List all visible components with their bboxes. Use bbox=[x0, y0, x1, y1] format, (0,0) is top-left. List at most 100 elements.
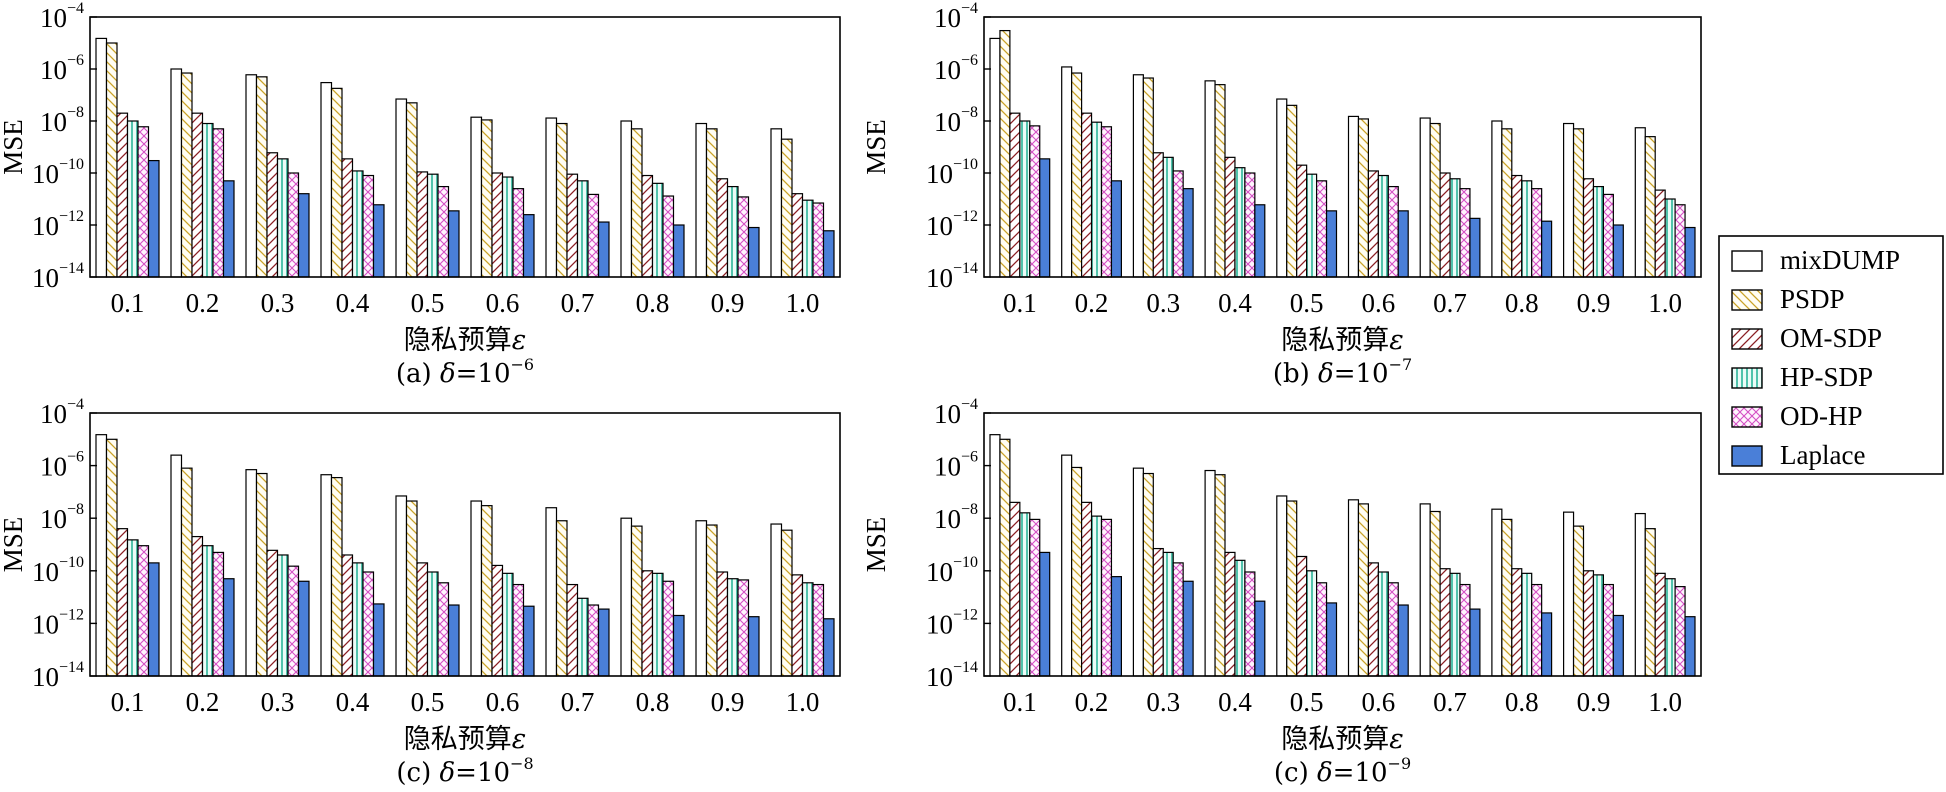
bar-hp-sdp-0.5 bbox=[1306, 570, 1318, 677]
y-tick-label: 10−8 bbox=[934, 501, 978, 534]
y-tick-label: 10−10 bbox=[926, 156, 978, 189]
bar-om-sdp-0.1 bbox=[1009, 112, 1021, 278]
legend-frame bbox=[1718, 235, 1944, 475]
bar-mixdump-0.7 bbox=[1419, 117, 1431, 278]
bar-psdp-0.6 bbox=[480, 119, 493, 278]
bar-od-hp-0.9 bbox=[737, 579, 750, 677]
x-tick-label: 0.7 bbox=[1433, 288, 1467, 318]
bar-od-hp-0.6 bbox=[1387, 185, 1399, 278]
bar-laplace-0.7 bbox=[597, 608, 610, 677]
bar-mixdump-0.2 bbox=[1061, 454, 1073, 677]
bar-laplace-0.8 bbox=[1541, 612, 1553, 677]
x-tick-label: 0.4 bbox=[336, 288, 370, 318]
bar-mixdump-0.4 bbox=[1204, 469, 1216, 677]
bar-psdp-0.7 bbox=[555, 520, 568, 677]
legend-label: PSDP bbox=[1780, 284, 1845, 314]
bar-mixdump-1.0 bbox=[770, 128, 783, 278]
y-tick-label: 10−4 bbox=[934, 0, 978, 33]
bars bbox=[95, 37, 835, 278]
bar-om-sdp-0.9 bbox=[1582, 178, 1595, 278]
bar-laplace-0.4 bbox=[372, 204, 385, 278]
bar-om-sdp-0.3 bbox=[1152, 547, 1164, 677]
bar-mixdump-1.0 bbox=[1634, 512, 1646, 677]
bar-psdp-1.0 bbox=[780, 138, 793, 278]
bar-laplace-0.6 bbox=[522, 214, 535, 278]
bar-psdp-0.6 bbox=[480, 505, 493, 677]
bar-mixdump-0.5 bbox=[395, 495, 408, 677]
bar-hp-sdp-0.1 bbox=[1019, 512, 1031, 677]
x-tick-label: 0.8 bbox=[1505, 687, 1539, 717]
y-tick-label: 10−14 bbox=[926, 659, 978, 692]
bar-psdp-0.4 bbox=[1214, 84, 1226, 278]
bar-psdp-0.2 bbox=[180, 467, 193, 677]
bar-hp-sdp-0.7 bbox=[1449, 572, 1461, 677]
bar-mixdump-0.3 bbox=[245, 74, 258, 278]
x-tick-label: 1.0 bbox=[1648, 288, 1682, 318]
x-tick-label: 0.1 bbox=[111, 687, 145, 717]
bar-laplace-0.2 bbox=[1110, 180, 1122, 278]
bar-hp-sdp-0.1 bbox=[126, 539, 139, 677]
bar-od-hp-0.8 bbox=[662, 195, 675, 278]
bar-od-hp-0.9 bbox=[1602, 583, 1614, 677]
bar-hp-sdp-0.9 bbox=[726, 578, 739, 677]
bar-mixdump-0.7 bbox=[545, 117, 558, 278]
bar-mixdump-0.6 bbox=[1347, 499, 1360, 677]
bar-od-hp-0.7 bbox=[587, 604, 600, 677]
y-axis-label: MSE bbox=[861, 119, 891, 175]
panel-caption: (b) δ=10−7 bbox=[1273, 355, 1412, 389]
bar-od-hp-0.5 bbox=[1315, 582, 1328, 677]
bar-laplace-0.1 bbox=[1039, 158, 1051, 278]
bar-mixdump-0.6 bbox=[470, 500, 483, 677]
bar-om-sdp-0.5 bbox=[1296, 555, 1308, 677]
bar-psdp-0.3 bbox=[1142, 77, 1154, 278]
y-axis-ticks: 10−14 10−12 10−10 10−8 10−6 10−4 bbox=[32, 0, 97, 293]
bar-od-hp-0.4 bbox=[362, 571, 375, 677]
bar-hp-sdp-0.5 bbox=[426, 571, 439, 677]
x-axis-ticks: 0.1 0.2 0.3 0.4 0.5 0.6 0.7 0.8 0.9 1.0 bbox=[111, 288, 820, 318]
x-tick-label: 0.1 bbox=[1003, 288, 1037, 318]
bar-laplace-0.5 bbox=[1325, 210, 1338, 278]
bar-mixdump-0.2 bbox=[1061, 66, 1073, 278]
y-axis-label: MSE bbox=[0, 119, 28, 175]
x-tick-label: 0.4 bbox=[1218, 687, 1252, 717]
legend: mixDUMP PSDP OM-SDP HP-SDP OD-HP Laplace bbox=[1718, 235, 1944, 475]
bar-hp-sdp-1.0 bbox=[1664, 198, 1676, 278]
bar-psdp-0.2 bbox=[1071, 72, 1083, 278]
y-axis-ticks: 10−14 10−12 10−10 10−8 10−6 10−4 bbox=[926, 0, 991, 293]
bar-om-sdp-0.3 bbox=[266, 549, 279, 677]
bar-mixdump-0.9 bbox=[1562, 122, 1575, 278]
bar-od-hp-0.1 bbox=[1029, 518, 1041, 677]
y-tick-label: 10−6 bbox=[934, 449, 978, 482]
bar-od-hp-0.4 bbox=[1244, 172, 1256, 278]
y-tick-label: 10−12 bbox=[926, 606, 978, 639]
y-tick-label: 10−6 bbox=[40, 449, 84, 482]
bar-om-sdp-0.6 bbox=[491, 172, 504, 278]
legend-swatch bbox=[1731, 445, 1763, 467]
bar-om-sdp-0.4 bbox=[341, 554, 354, 677]
y-tick-label: 10−4 bbox=[934, 396, 978, 429]
y-tick-label: 10−12 bbox=[32, 208, 84, 241]
bar-om-sdp-0.9 bbox=[716, 178, 729, 278]
y-tick-label: 10−8 bbox=[934, 104, 978, 137]
legend-label: OM-SDP bbox=[1780, 323, 1882, 353]
bar-od-hp-0.3 bbox=[287, 565, 300, 677]
bar-om-sdp-0.6 bbox=[1367, 562, 1379, 677]
bar-od-hp-0.7 bbox=[1459, 583, 1471, 677]
y-tick-label: 10−6 bbox=[40, 52, 84, 85]
bar-od-hp-0.2 bbox=[1100, 518, 1113, 677]
x-axis-label: 隐私预算ε bbox=[404, 325, 527, 356]
bar-laplace-0.9 bbox=[747, 616, 760, 677]
x-tick-label: 0.3 bbox=[1146, 288, 1180, 318]
bar-hp-sdp-0.4 bbox=[1234, 559, 1246, 677]
bar-hp-sdp-0.3 bbox=[276, 158, 289, 278]
bar-om-sdp-0.7 bbox=[566, 173, 579, 278]
bar-hp-sdp-0.6 bbox=[501, 176, 514, 278]
bar-mixdump-0.7 bbox=[1419, 503, 1431, 677]
y-tick-label: 10−10 bbox=[926, 554, 978, 587]
x-tick-label: 0.9 bbox=[711, 687, 745, 717]
bar-psdp-0.5 bbox=[405, 500, 418, 677]
bar-om-sdp-0.3 bbox=[266, 152, 279, 278]
bar-om-sdp-0.5 bbox=[416, 171, 429, 278]
